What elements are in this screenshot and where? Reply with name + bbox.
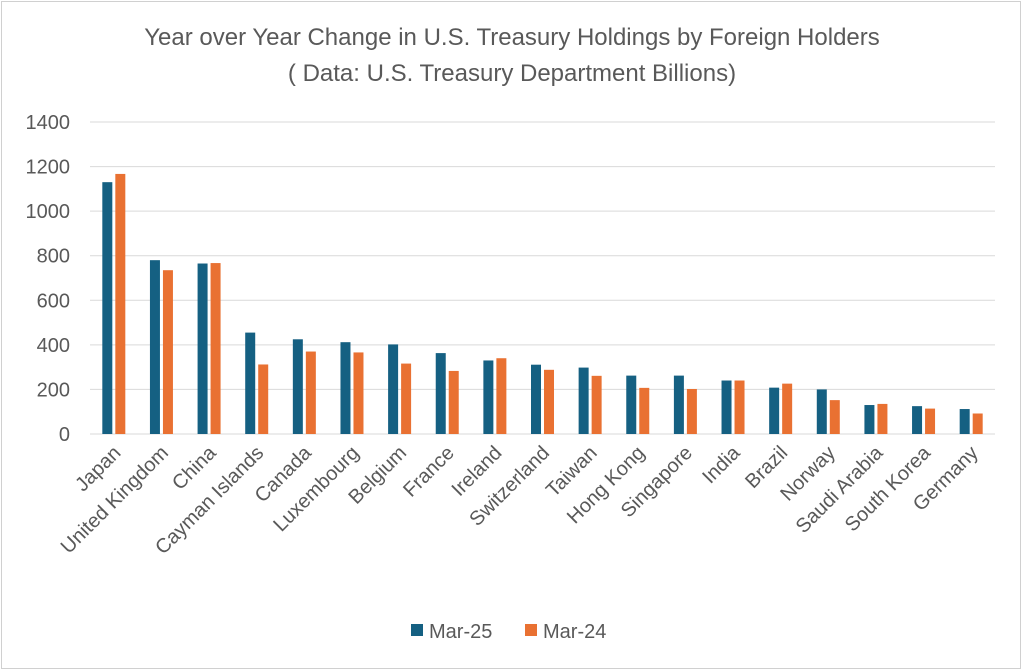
bar-mar-24-south-korea — [925, 408, 936, 434]
legend: Mar-25 Mar-24 — [411, 621, 606, 643]
bar-mar-25-france — [435, 353, 446, 434]
bar-mar-25-china — [197, 263, 208, 434]
bar-mar-24-united-kingdom — [162, 270, 173, 434]
bar-mar-25-belgium — [388, 344, 399, 434]
bar-mar-24-canada — [305, 351, 316, 434]
bar-mar-24-france — [448, 370, 459, 434]
bar-mar-24-ireland — [496, 358, 507, 434]
y-tick-label: 1000 — [26, 201, 71, 223]
bar-mar-25-hong-kong — [626, 375, 637, 434]
y-tick-label: 400 — [37, 335, 70, 357]
bar-mar-24-cayman-islands — [258, 364, 269, 434]
bar-mar-24-india — [734, 380, 745, 434]
bar-mar-25-switzerland — [531, 364, 541, 434]
bar-mar-25-norway — [816, 389, 827, 434]
y-tick-label: 0 — [59, 424, 70, 446]
bar-mar-25-south-korea — [912, 406, 923, 434]
y-tick-label: 1200 — [26, 157, 71, 179]
bar-mar-25-brazil — [769, 387, 780, 434]
bar-mar-24-germany — [972, 413, 983, 434]
bar-mar-25-cayman-islands — [245, 332, 256, 434]
y-tick-label: 1400 — [26, 112, 71, 134]
bar-mar-24-china — [210, 263, 221, 434]
gridlines — [90, 121, 995, 435]
bar-mar-24-saudi-arabia — [877, 403, 888, 434]
bar-mar-25-taiwan — [578, 367, 589, 434]
bars — [102, 173, 983, 434]
bar-mar-24-taiwan — [591, 375, 602, 434]
chart-title: Year over Year Change in U.S. Treasury H… — [144, 24, 880, 51]
y-tick-label: 800 — [37, 246, 70, 268]
bar-mar-25-canada — [292, 339, 303, 434]
y-axis-ticks: 0 200 400 600 800 1000 1200 1400 — [26, 112, 71, 446]
bar-mar-25-india — [721, 380, 732, 434]
legend-label: Mar-24 — [543, 621, 606, 643]
legend-swatch — [525, 624, 537, 636]
legend-label: Mar-25 — [429, 621, 492, 643]
bar-mar-24-singapore — [686, 388, 697, 434]
bar-mar-25-germany — [959, 409, 970, 434]
bar-mar-25-singapore — [673, 375, 684, 434]
bar-mar-24-hong-kong — [639, 387, 650, 434]
bar-mar-25-saudi-arabia — [864, 405, 875, 434]
bar-mar-24-japan — [115, 173, 126, 434]
x-tick-label: France — [399, 442, 459, 502]
chart-subtitle: ( Data: U.S. Treasury Department Billion… — [288, 60, 736, 87]
bar-mar-24-brazil — [782, 383, 793, 434]
bar-mar-25-united-kingdom — [149, 260, 160, 434]
legend-swatch — [411, 624, 423, 636]
y-tick-label: 200 — [37, 379, 70, 401]
bar-mar-24-switzerland — [544, 369, 554, 434]
bar-mar-24-belgium — [401, 363, 412, 434]
y-tick-label: 600 — [37, 290, 70, 312]
bar-mar-25-japan — [102, 182, 113, 434]
bar-mar-25-ireland — [483, 360, 494, 434]
bar-mar-25-luxembourg — [340, 342, 351, 434]
x-tick-label: India — [698, 441, 745, 488]
bar-mar-24-luxembourg — [353, 352, 364, 434]
bar-mar-24-norway — [829, 400, 840, 434]
